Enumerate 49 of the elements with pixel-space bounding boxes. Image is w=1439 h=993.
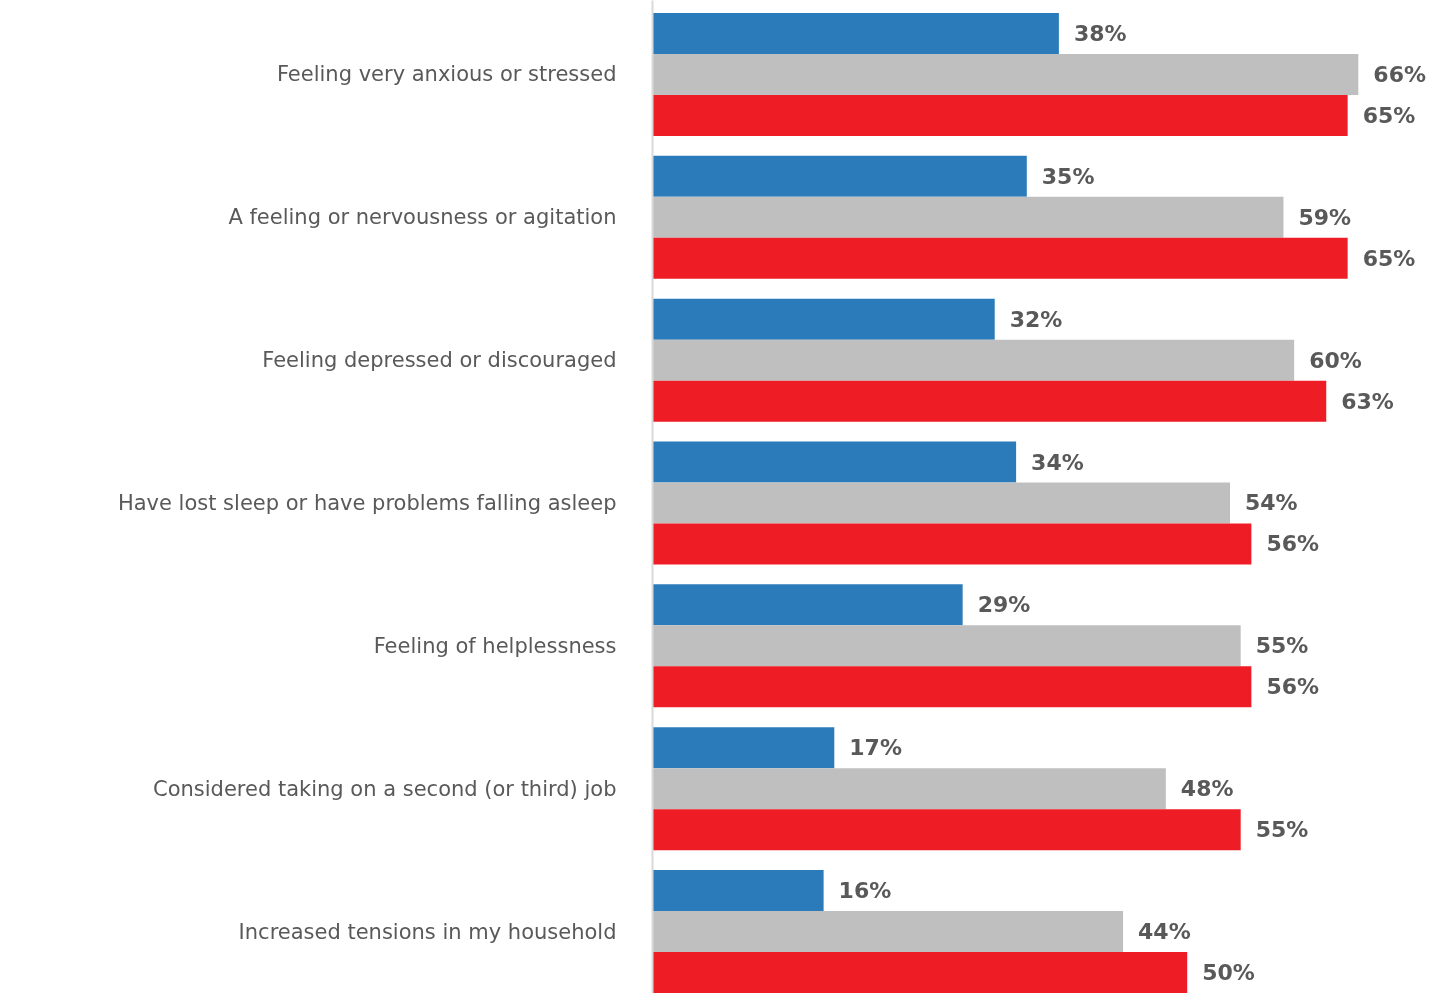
bar [652, 584, 963, 626]
bar [652, 441, 1017, 483]
y-tick-label: Feeling very anxious or stressed [276, 62, 617, 87]
data-label: 65% [1362, 245, 1416, 271]
bar [652, 666, 1252, 708]
y-tick-label: A feeling or nervousness or agitation [228, 205, 617, 230]
data-label: 54% [1245, 490, 1298, 516]
bar [652, 155, 1027, 197]
data-label: 65% [1362, 102, 1416, 128]
bar [652, 237, 1348, 279]
data-label: 59% [1298, 204, 1352, 230]
bar [652, 94, 1348, 136]
data-label: 56% [1266, 531, 1320, 557]
bar [652, 298, 995, 340]
y-tick-label: Have lost sleep or have problems falling asleep [117, 491, 617, 515]
y-tick-label: Feeling depressed or discouraged [262, 348, 617, 373]
bar [652, 911, 1124, 953]
data-label: 55% [1255, 817, 1309, 843]
bar [652, 196, 1284, 238]
data-label: 16% [838, 878, 892, 904]
data-label: 44% [1138, 919, 1191, 945]
bar [652, 380, 1327, 422]
data-label: 50% [1202, 960, 1255, 985]
bar [652, 53, 1359, 95]
bar [652, 13, 1059, 54]
bar [652, 482, 1230, 524]
data-label: 60% [1309, 347, 1362, 373]
y-tick-label: Feeling of helplessness [373, 633, 617, 658]
data-label: 35% [1041, 163, 1095, 189]
data-label: 66% [1373, 61, 1426, 87]
data-label: 55% [1255, 633, 1309, 659]
bar [652, 727, 835, 769]
bar [652, 625, 1241, 667]
data-label: 56% [1266, 674, 1320, 700]
data-label: 48% [1180, 776, 1234, 802]
data-label: 32% [1009, 306, 1063, 332]
bar [652, 809, 1241, 851]
data-label: 63% [1341, 388, 1394, 414]
bar [652, 952, 1188, 993]
bar [652, 768, 1166, 810]
data-label: 38% [1073, 21, 1127, 46]
data-label: 34% [1031, 449, 1084, 475]
y-tick-label: Considered taking on a second (or third) job [152, 776, 617, 801]
bar [652, 870, 824, 912]
bar [652, 339, 1295, 381]
bar [652, 523, 1252, 565]
y-tick-label: Increased tensions in my household [238, 919, 617, 944]
data-label: 29% [977, 592, 1031, 618]
data-label: 17% [849, 735, 902, 761]
